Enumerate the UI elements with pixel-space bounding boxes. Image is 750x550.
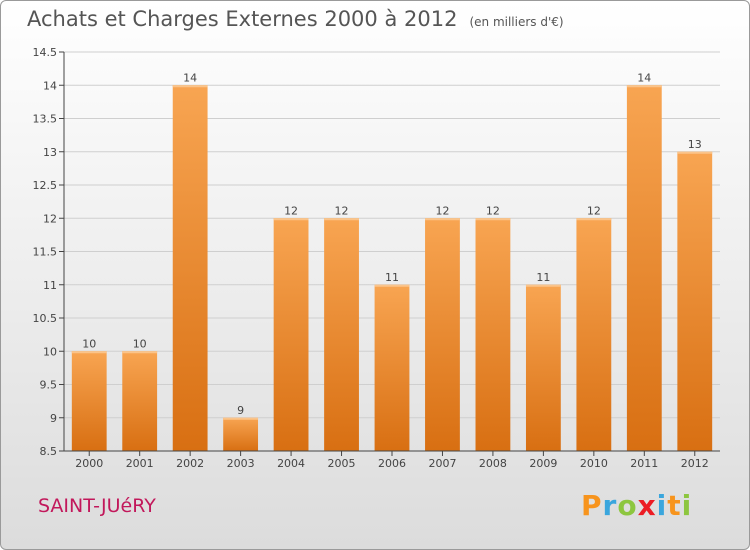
y-tick-label: 9.5 (40, 379, 58, 392)
x-tick-label: 2004 (277, 457, 305, 470)
bar (374, 284, 410, 451)
axis-layer (59, 51, 720, 456)
y-tick-label: 9 (50, 412, 57, 425)
bar-top-highlight (273, 218, 309, 221)
bar-top-highlight (223, 417, 259, 420)
y-tick-label: 14 (43, 79, 57, 92)
data-label: 12 (335, 204, 349, 217)
y-tick-label: 8.5 (40, 445, 58, 458)
bar (677, 151, 713, 451)
x-tick-label: 2009 (529, 457, 557, 470)
bar (525, 284, 561, 451)
bar-top-highlight (475, 218, 511, 221)
commune-name: SAINT-JUéRY (38, 495, 156, 517)
x-tick-label: 2005 (328, 457, 356, 470)
data-label: 12 (486, 204, 500, 217)
bar-top-highlight (425, 218, 460, 221)
data-label: 14 (637, 71, 651, 84)
bar-top-highlight (172, 85, 208, 88)
x-tick-label: 2006 (378, 457, 406, 470)
x-tick-label: 2003 (227, 457, 255, 470)
y-tick-label: 11.5 (33, 246, 58, 259)
bar (172, 85, 208, 451)
logo-letter: i (681, 489, 693, 522)
bar (626, 85, 662, 451)
x-tick-label: 2000 (75, 457, 103, 470)
x-tick-label: 2010 (580, 457, 608, 470)
data-label: 11 (536, 271, 550, 284)
data-label: 13 (688, 138, 702, 151)
proxiti-logo: Proxiti (581, 489, 692, 522)
logo-letter: x (637, 489, 657, 522)
x-tick-label: 2011 (630, 457, 658, 470)
bar (576, 218, 612, 451)
x-tick-label: 2008 (479, 457, 507, 470)
y-tick-label: 10.5 (33, 312, 58, 325)
bar (324, 218, 359, 451)
bar-top-highlight (525, 284, 561, 287)
bar (425, 218, 460, 451)
logo-letter: t (667, 489, 682, 522)
data-label: 11 (385, 271, 399, 284)
data-label: 12 (435, 204, 449, 217)
y-tick-label: 14.5 (33, 46, 58, 59)
bar (273, 218, 309, 451)
bar-top-highlight (374, 284, 410, 287)
y-tick-label: 12 (43, 212, 57, 225)
data-label: 14 (183, 71, 197, 84)
bar (475, 218, 511, 451)
bar-top-highlight (677, 151, 713, 154)
chart-title-text: Achats et Charges Externes 2000 à 2012 (27, 7, 458, 31)
logo-letter: o (617, 489, 638, 522)
bar (223, 417, 259, 451)
y-tick-label: 10 (43, 345, 57, 358)
bar-top-highlight (576, 218, 612, 221)
y-tick-label: 13.5 (33, 113, 58, 126)
bar (71, 351, 107, 451)
logo-letter: r (602, 489, 618, 522)
chart-subtitle: (en milliers d'€) (469, 15, 564, 29)
bar-top-highlight (122, 351, 158, 354)
y-tick-label: 11 (43, 279, 57, 292)
y-tick-label: 12.5 (33, 179, 58, 192)
chart-title: Achats et Charges Externes 2000 à 2012 (e… (27, 7, 564, 31)
labels-layer: 8.5 9 9.5 10 10.5 11 11.5 12 12.5 13 13.5 14 14.5 10 2… (33, 46, 709, 470)
bars-layer (71, 85, 713, 451)
x-tick-label: 2002 (176, 457, 204, 470)
x-tick-label: 2001 (126, 457, 154, 470)
bar-top-highlight (71, 351, 107, 354)
x-tick-label: 2012 (681, 457, 709, 470)
y-tick-label: 13 (43, 146, 57, 159)
bar-top-highlight (626, 85, 662, 88)
logo-letter: P (581, 489, 603, 522)
bar-top-highlight (324, 218, 359, 221)
logo-letter: i (656, 489, 668, 522)
data-label: 12 (587, 204, 601, 217)
data-label: 10 (133, 337, 147, 350)
x-tick-label: 2007 (428, 457, 456, 470)
bar (122, 351, 158, 451)
data-label: 9 (237, 404, 244, 417)
data-label: 12 (284, 204, 298, 217)
data-label: 10 (82, 337, 96, 350)
